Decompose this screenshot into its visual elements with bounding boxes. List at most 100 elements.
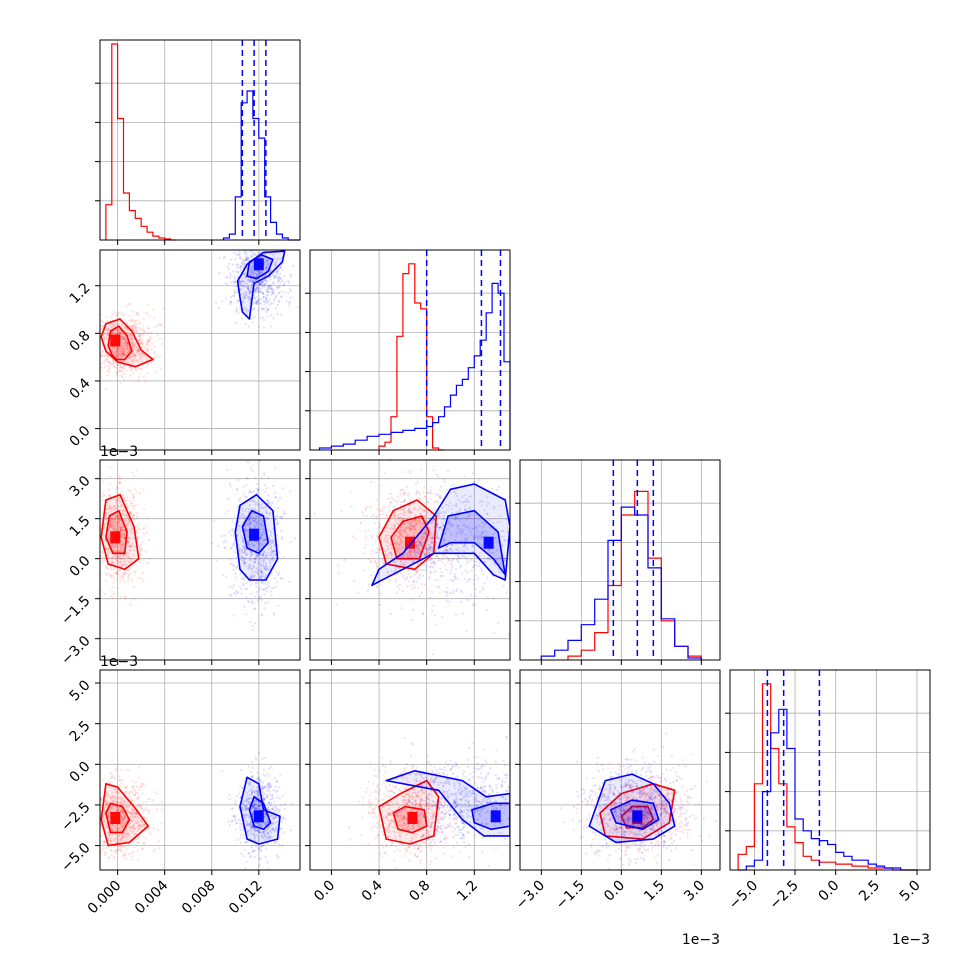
sample-point <box>408 559 411 562</box>
sample-point <box>126 808 130 811</box>
sample-point <box>145 800 148 803</box>
sample-point <box>264 539 267 542</box>
sample-point <box>276 533 279 536</box>
sample-point <box>127 350 130 354</box>
sample-point <box>268 287 271 290</box>
sample-point <box>270 815 273 818</box>
sample-point <box>417 552 420 555</box>
sample-point <box>142 842 145 845</box>
sample-point <box>130 527 133 530</box>
sample-point <box>235 285 238 288</box>
sample-point <box>117 801 120 804</box>
sample-point <box>250 826 253 829</box>
sample-point <box>245 259 248 262</box>
sample-point <box>126 811 129 814</box>
sample-point <box>427 549 430 552</box>
sample-point <box>114 795 117 798</box>
sample-point <box>112 581 115 584</box>
sample-point <box>128 366 132 369</box>
sample-point <box>258 557 262 560</box>
sample-point <box>258 574 261 577</box>
sample-point <box>243 492 246 495</box>
sample-point <box>223 546 226 549</box>
sample-point <box>382 505 385 508</box>
sample-point <box>130 559 133 562</box>
sample-point <box>259 282 262 285</box>
sample-point <box>113 527 116 530</box>
sample-point <box>240 577 243 580</box>
histogram-red <box>105 43 177 241</box>
density-peak-red <box>110 334 121 347</box>
sample-point <box>128 536 131 539</box>
sample-point <box>268 782 271 785</box>
sample-point <box>245 293 248 296</box>
sample-point <box>112 549 115 553</box>
sample-point <box>261 281 264 284</box>
sample-point <box>265 487 268 490</box>
sample-point <box>121 525 124 529</box>
sample-point <box>118 555 121 558</box>
sample-point <box>119 543 122 546</box>
sample-point <box>274 307 277 310</box>
sample-point <box>264 838 267 842</box>
sample-point <box>273 553 276 557</box>
sample-point <box>254 558 257 561</box>
sample-point <box>406 509 409 513</box>
sample-point <box>122 803 125 806</box>
sample-point <box>256 821 259 825</box>
sample-point <box>120 528 123 532</box>
sample-point <box>252 574 255 577</box>
sample-point <box>232 541 236 544</box>
sample-point <box>133 354 136 357</box>
sample-point <box>138 350 141 353</box>
sample-point <box>100 823 103 826</box>
sample-point <box>260 787 263 790</box>
sample-point <box>110 566 113 569</box>
sample-point <box>106 825 109 828</box>
sample-point <box>266 794 269 798</box>
sample-point <box>260 834 263 837</box>
sample-point <box>274 496 277 499</box>
sample-point <box>417 586 420 590</box>
sample-point <box>123 520 126 523</box>
sample-point <box>136 829 139 832</box>
sample-point <box>146 341 149 344</box>
sample-point <box>278 843 281 846</box>
sample-point <box>107 547 110 550</box>
sample-point <box>233 515 236 518</box>
sample-point <box>253 839 256 842</box>
sample-point <box>120 844 123 848</box>
sample-point <box>240 587 243 590</box>
sample-point <box>241 809 244 812</box>
sample-point <box>137 815 140 818</box>
sample-point <box>108 361 111 364</box>
sample-point <box>117 570 120 573</box>
sample-point <box>413 526 416 529</box>
sample-point <box>265 259 268 262</box>
sample-point <box>120 366 123 369</box>
sample-point <box>254 802 257 806</box>
sample-point <box>123 350 126 353</box>
sample-point <box>123 533 126 536</box>
sample-point <box>274 295 277 298</box>
sample-point <box>269 545 272 549</box>
sample-point <box>259 290 262 294</box>
sample-point <box>128 319 131 322</box>
sample-point <box>131 855 134 858</box>
sample-point <box>97 521 99 523</box>
sample-point <box>243 297 246 300</box>
sample-point <box>113 524 116 527</box>
sample-point <box>280 804 283 807</box>
sample-point <box>262 559 265 562</box>
sample-point <box>247 600 251 603</box>
sample-point <box>129 790 132 794</box>
sample-point <box>288 281 291 284</box>
sample-point <box>122 855 125 858</box>
sample-point <box>254 607 257 610</box>
sample-point <box>419 507 422 510</box>
sample-point <box>136 350 139 353</box>
sample-point <box>110 543 114 546</box>
histogram-red <box>567 490 702 660</box>
sample-point <box>233 288 236 291</box>
sample-point <box>131 840 135 843</box>
